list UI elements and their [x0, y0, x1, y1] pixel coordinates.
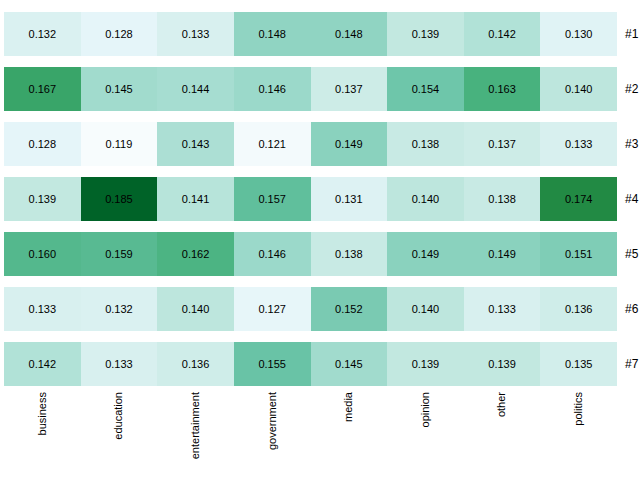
heatmap-cell: 0.136 [540, 287, 617, 331]
heatmap-row: 0.1330.1320.1400.1270.1520.1400.1330.136… [4, 287, 617, 331]
heatmap-cell: 0.141 [157, 177, 234, 221]
heatmap-cell: 0.154 [387, 67, 464, 111]
heatmap-cell: 0.138 [464, 177, 541, 221]
heatmap-cell: 0.139 [387, 342, 464, 386]
heatmap-cell: 0.143 [157, 122, 234, 166]
heatmap-cell: 0.185 [81, 177, 158, 221]
heatmap-cell: 0.149 [464, 232, 541, 276]
heatmap-cell: 0.152 [311, 287, 388, 331]
heatmap-cell: 0.145 [81, 67, 158, 111]
heatmap-cell: 0.174 [540, 177, 617, 221]
heatmap-cell: 0.121 [234, 122, 311, 166]
heatmap-cell: 0.157 [234, 177, 311, 221]
column-label: media [342, 392, 355, 422]
heatmap-cell: 0.127 [234, 287, 311, 331]
heatmap-cell: 0.140 [387, 287, 464, 331]
heatmap-cell: 0.146 [234, 67, 311, 111]
heatmap-cell: 0.167 [4, 67, 81, 111]
heatmap-cell: 0.144 [157, 67, 234, 111]
heatmap-cell: 0.140 [540, 67, 617, 111]
heatmap-row: 0.1670.1450.1440.1460.1370.1540.1630.140… [4, 67, 617, 111]
row-label: #1 [621, 12, 638, 56]
heatmap-cell: 0.160 [4, 232, 81, 276]
heatmap-cell: 0.133 [540, 122, 617, 166]
heatmap-cell: 0.139 [4, 177, 81, 221]
row-label: #5 [621, 232, 638, 276]
heatmap-cell: 0.148 [311, 12, 388, 56]
column-label: other [495, 392, 508, 417]
heatmap-cell: 0.131 [311, 177, 388, 221]
heatmap-cell: 0.137 [311, 67, 388, 111]
heatmap-row: 0.1280.1190.1430.1210.1490.1380.1370.133… [4, 122, 617, 166]
column-label: opinion [419, 392, 432, 427]
heatmap-cell: 0.151 [540, 232, 617, 276]
heatmap-cell: 0.138 [311, 232, 388, 276]
row-label: #2 [621, 67, 638, 111]
heatmap-cell: 0.146 [234, 232, 311, 276]
heatmap-cell: 0.138 [387, 122, 464, 166]
heatmap-cell: 0.159 [81, 232, 158, 276]
heatmap-cell: 0.149 [387, 232, 464, 276]
heatmap-row: 0.1600.1590.1620.1460.1380.1490.1490.151… [4, 232, 617, 276]
column-label: politics [572, 392, 585, 426]
column-label-slot: opinion [387, 392, 464, 459]
heatmap-cell: 0.132 [4, 12, 81, 56]
heatmap-cell: 0.133 [81, 342, 158, 386]
column-label-slot: entertainment [157, 392, 234, 459]
heatmap-cell: 0.140 [157, 287, 234, 331]
heatmap-cell: 0.133 [157, 12, 234, 56]
heatmap-cell: 0.155 [234, 342, 311, 386]
heatmap-cell: 0.130 [540, 12, 617, 56]
row-label: #4 [621, 177, 638, 221]
heatmap-cell: 0.128 [4, 122, 81, 166]
heatmap-grid: 0.1320.1280.1330.1480.1480.1390.1420.130… [4, 12, 617, 386]
heatmap-cell: 0.133 [464, 287, 541, 331]
heatmap-cell: 0.119 [81, 122, 158, 166]
figure-canvas: { "figure": { "background": "#ffffff", "… [0, 0, 640, 480]
row-label: #6 [621, 287, 638, 331]
column-label-slot: government [234, 392, 311, 459]
heatmap-cell: 0.140 [387, 177, 464, 221]
heatmap-cell: 0.142 [4, 342, 81, 386]
heatmap-cell: 0.132 [81, 287, 158, 331]
column-label: education [112, 392, 125, 440]
heatmap-cell: 0.142 [464, 12, 541, 56]
heatmap-cell: 0.128 [81, 12, 158, 56]
heatmap-cell: 0.133 [4, 287, 81, 331]
heatmap-cell: 0.163 [464, 67, 541, 111]
heatmap-cell: 0.135 [540, 342, 617, 386]
column-label: government [266, 392, 279, 450]
column-label-slot: other [464, 392, 541, 459]
heatmap-row: 0.1420.1330.1360.1550.1450.1390.1390.135… [4, 342, 617, 386]
column-label: entertainment [189, 392, 202, 459]
column-label: business [36, 392, 49, 435]
heatmap-row: 0.1320.1280.1330.1480.1480.1390.1420.130… [4, 12, 617, 56]
heatmap-cell: 0.162 [157, 232, 234, 276]
heatmap-cell: 0.149 [311, 122, 388, 166]
column-label-slot: media [311, 392, 388, 459]
heatmap-cell: 0.136 [157, 342, 234, 386]
row-label: #7 [621, 342, 638, 386]
column-label-slot: politics [540, 392, 617, 459]
heatmap-cell: 0.139 [387, 12, 464, 56]
x-axis-labels: business education entertainment government… [4, 392, 617, 459]
heatmap-figure: 0.1320.1280.1330.1480.1480.1390.1420.130… [0, 0, 640, 480]
heatmap-cell: 0.148 [234, 12, 311, 56]
column-label-slot: education [81, 392, 158, 459]
heatmap-cell: 0.145 [311, 342, 388, 386]
column-label-slot: business [4, 392, 81, 459]
heatmap-cell: 0.139 [464, 342, 541, 386]
row-label: #3 [621, 122, 638, 166]
heatmap-cell: 0.137 [464, 122, 541, 166]
heatmap-row: 0.1390.1850.1410.1570.1310.1400.1380.174… [4, 177, 617, 221]
